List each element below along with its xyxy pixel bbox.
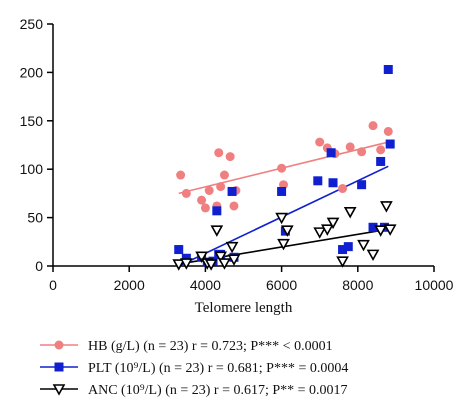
x-tick-label: 6000: [266, 277, 297, 293]
anc-point: [172, 259, 186, 271]
x-tick-label: 2000: [114, 277, 145, 293]
y-tick-label: 50: [27, 210, 43, 226]
plt-point: [357, 180, 367, 190]
hb-point: [219, 170, 229, 180]
x-axis-title: Telomere length: [195, 300, 293, 316]
legend-label: HB (g/L) (n = 23) r = 0.723; P*** < 0.00…: [88, 339, 333, 354]
anc-point: [210, 225, 224, 237]
anc-point: [380, 201, 393, 213]
plt-point: [227, 186, 237, 196]
legend-label: PLT (10⁹/L) (n = 23) r = 0.681; P*** = 0…: [88, 361, 348, 376]
hb-point: [181, 188, 191, 198]
hb-point: [315, 137, 325, 147]
legend-marker: [54, 362, 64, 372]
plt-point: [313, 176, 323, 186]
anc-point: [195, 251, 208, 263]
hb-point: [345, 142, 355, 152]
legend: HB (g/L) (n = 23) r = 0.723; P*** < 0.00…: [40, 339, 348, 398]
axis-ticks: 0 50 100 150 200 250 0 2000 4000 6000 8000 10000: [20, 16, 454, 293]
hb-point: [200, 203, 210, 213]
legend-marker: [54, 340, 64, 350]
hb-point: [176, 170, 186, 180]
anc-point: [179, 258, 193, 270]
hb-point: [279, 180, 289, 190]
x-tick-label: 0: [49, 277, 57, 293]
hb-point: [368, 121, 378, 131]
plt-point: [328, 178, 338, 188]
data-points: [172, 64, 397, 271]
anc-point: [374, 225, 388, 237]
anc-point: [214, 251, 227, 263]
x-tick-label: 10000: [415, 277, 454, 293]
plt-point: [383, 64, 393, 74]
legend-item-hb: HB (g/L) (n = 23) r = 0.723; P*** < 0.00…: [40, 339, 333, 354]
plt-point: [338, 245, 348, 255]
hb-point: [225, 152, 235, 162]
plt-point: [385, 139, 395, 149]
anc-point: [225, 241, 239, 254]
hb-point: [229, 201, 239, 211]
hb-point: [383, 126, 393, 136]
anc-point: [383, 224, 397, 236]
plt-point: [212, 206, 222, 216]
anc-point: [277, 238, 290, 251]
anc-point: [357, 239, 370, 252]
legend-label: ANC (10⁹/L) (n = 23) r = 0.617; P** = 0.…: [88, 383, 348, 398]
anc-point: [280, 225, 294, 237]
plt-point: [343, 242, 353, 252]
hb-point: [214, 148, 224, 158]
anc-point: [275, 212, 288, 225]
hb-point: [204, 185, 214, 195]
legend-item-anc: ANC (10⁹/L) (n = 23) r = 0.617; P** = 0.…: [40, 383, 348, 398]
plt-point: [376, 156, 386, 166]
plt-point: [174, 245, 184, 255]
anc-point: [218, 258, 231, 270]
y-tick-label: 150: [20, 113, 44, 129]
y-tick-label: 250: [20, 16, 44, 32]
hb-point: [376, 145, 386, 155]
anc-point: [343, 206, 357, 219]
hb-point: [197, 195, 207, 205]
hb-point: [277, 163, 287, 173]
legend-item-plt: PLT (10⁹/L) (n = 23) r = 0.681; P*** = 0…: [40, 361, 348, 376]
plot-area: 0 50 100 150 200 250 0 2000 4000 6000 8000 10000: [20, 16, 454, 293]
plt-point: [368, 222, 378, 232]
hb-point: [357, 147, 367, 157]
anc-point: [313, 227, 327, 239]
anc-point: [320, 224, 334, 236]
anc-point: [204, 259, 218, 271]
anc-point: [227, 254, 241, 266]
hb-point: [338, 184, 348, 194]
x-tick-label: 4000: [190, 277, 221, 293]
hb-point: [216, 182, 226, 192]
plt-point: [181, 253, 191, 263]
anc-point: [326, 217, 340, 230]
y-tick-label: 0: [35, 258, 43, 274]
plt-point: [277, 186, 287, 196]
x-tick-label: 8000: [342, 277, 373, 293]
plt-point: [326, 148, 336, 158]
anc-point: [336, 256, 349, 268]
y-tick-label: 100: [20, 161, 44, 177]
legend-marker: [52, 384, 66, 396]
y-tick-label: 200: [20, 64, 44, 80]
anc-point: [366, 249, 380, 262]
